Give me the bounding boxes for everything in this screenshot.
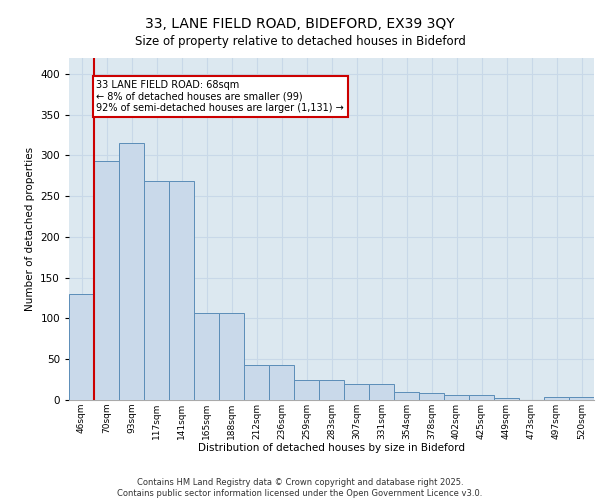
Text: Size of property relative to detached houses in Bideford: Size of property relative to detached ho…	[134, 35, 466, 48]
Bar	[269, 365, 294, 400]
Bar	[169, 182, 194, 400]
Bar	[469, 395, 494, 400]
Bar	[369, 384, 394, 400]
Text: 33, LANE FIELD ROAD, BIDEFORD, EX39 3QY: 33, LANE FIELD ROAD, BIDEFORD, EX39 3QY	[145, 18, 455, 32]
Bar	[94, 161, 119, 400]
Bar	[344, 384, 369, 400]
Bar	[494, 398, 519, 400]
Bar	[119, 143, 144, 400]
Bar	[244, 365, 269, 400]
Bar	[419, 394, 444, 400]
Bar	[394, 392, 419, 400]
Bar	[219, 312, 244, 400]
Bar	[569, 396, 594, 400]
Bar	[319, 380, 344, 400]
Bar	[194, 312, 219, 400]
Text: Contains HM Land Registry data © Crown copyright and database right 2025.
Contai: Contains HM Land Registry data © Crown c…	[118, 478, 482, 498]
Bar	[294, 380, 319, 400]
Bar	[144, 182, 169, 400]
Bar	[544, 396, 569, 400]
Bar	[69, 294, 94, 400]
Bar	[444, 395, 469, 400]
Y-axis label: Number of detached properties: Number of detached properties	[25, 146, 35, 311]
Text: 33 LANE FIELD ROAD: 68sqm
← 8% of detached houses are smaller (99)
92% of semi-d: 33 LANE FIELD ROAD: 68sqm ← 8% of detach…	[97, 80, 344, 112]
X-axis label: Distribution of detached houses by size in Bideford: Distribution of detached houses by size …	[198, 444, 465, 454]
